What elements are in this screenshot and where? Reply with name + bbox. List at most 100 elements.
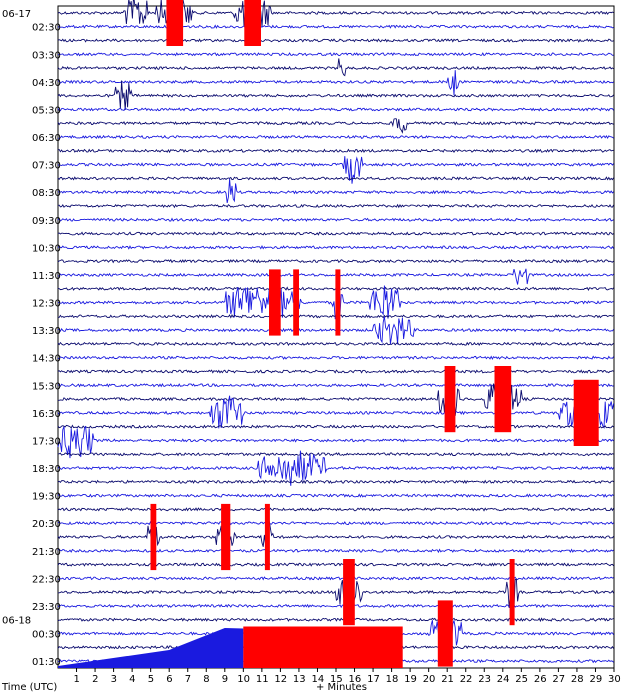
trace-11 [57,156,614,184]
x-axis-title: + Minutes [316,682,367,693]
x-tick-label-7: 7 [185,674,191,685]
large-event-onset [58,628,244,668]
trace-43 [57,603,614,609]
row-label-16: 18:30 [32,464,61,475]
row-label-18: 20:30 [32,519,61,530]
clip-mark-28-1 [494,366,512,433]
row-label-3: 05:30 [32,105,61,116]
x-tick-label-23: 23 [478,674,491,685]
clip-mark-42-0 [343,559,355,626]
clip-mark-21-2 [335,269,341,336]
x-tick-label-2: 2 [92,674,98,685]
clip-mark-38-2 [264,503,270,571]
row-label-15: 17:30 [32,436,61,447]
row-label-13: 15:30 [32,381,61,392]
large-event-group [58,626,403,668]
x-tick-label-25: 25 [515,674,528,685]
trace-35 [57,493,614,498]
row-label-21: 23:30 [32,602,61,613]
x-tick-group: 1 2 3 4 5 6 7 8 9 10 11 12 13 14 15 16 17 18 19 20 21 22 23 24 2… [74,668,621,685]
large-event-clip-block [243,626,403,668]
x-tick-label-29: 29 [590,674,603,685]
x-tick-label-1: 1 [74,674,80,685]
trace-30 [57,424,614,429]
row-label-11: 13:30 [32,326,61,337]
row-label-2: 04:30 [32,78,61,89]
row-label-22: 00:30 [32,630,61,641]
clip-mark-21-1 [293,269,299,336]
trace-16 [57,231,614,236]
x-tick-label-16: 16 [349,674,362,685]
trace-25 [57,355,614,361]
x-tick-label-9: 9 [222,674,228,685]
trace-32 [57,452,614,457]
x-tick-label-17: 17 [367,674,380,685]
plot-area [57,5,615,669]
x-tick-label-26: 26 [534,674,547,685]
date-label-0: 06-17 [2,9,31,20]
trace-29 [57,392,615,430]
trace-41 [57,576,614,581]
trace-26 [57,369,614,374]
trace-5 [57,70,614,96]
trace-31 [57,425,614,459]
clip-mark-28-0 [444,366,456,433]
row-label-group: 02:30 03:30 04:30 05:30 06:30 07:30 08:30 09:30… [2,9,61,668]
clip-mark-38-1 [221,503,231,571]
trace-17 [57,245,614,250]
x-tick-label-12: 12 [274,674,287,685]
row-label-5: 07:30 [32,161,61,172]
trace-18 [57,258,614,264]
clip-group [150,0,599,667]
x-tick-label-8: 8 [203,674,209,685]
trace-44 [57,617,614,623]
trace-12 [57,176,614,181]
row-label-14: 16:30 [32,409,61,420]
trace-15 [57,217,614,222]
clip-mark-29-0 [573,379,599,446]
trace-4 [57,58,614,77]
row-label-20: 22:30 [32,574,61,585]
trace-9 [57,134,614,140]
row-label-6: 08:30 [32,188,61,199]
x-tick-label-27: 27 [552,674,565,685]
row-label-8: 10:30 [32,243,61,254]
x-tick-label-14: 14 [312,674,325,685]
trace-34 [57,479,614,485]
clip-mark-45-0 [437,600,453,667]
row-label-1: 03:30 [32,50,61,61]
x-tick-label-18: 18 [386,674,399,685]
row-label-19: 21:30 [32,547,61,558]
clip-mark-21-0 [269,269,281,336]
x-tick-label-6: 6 [166,674,172,685]
row-label-7: 09:30 [32,216,61,227]
trace-2 [57,38,614,43]
row-label-9: 11:30 [32,271,61,282]
trace-0 [57,0,614,33]
trace-42 [57,578,614,611]
x-tick-label-30: 30 [608,674,621,685]
clip-mark-0-1 [244,0,261,46]
trace-28 [58,377,614,417]
row-label-10: 12:30 [32,299,61,310]
trace-6 [57,80,614,111]
trace-group [57,0,615,664]
x-tick-label-10: 10 [237,674,250,685]
y-axis-title: Time (UTC) [1,682,57,693]
x-tick-label-20: 20 [423,674,436,685]
x-tick-label-19: 19 [404,674,417,685]
trace-8 [57,118,614,134]
trace-3 [58,52,614,57]
x-tick-label-3: 3 [111,674,117,685]
x-tick-label-4: 4 [129,674,135,685]
row-label-4: 06:30 [32,133,61,144]
x-tick-label-5: 5 [148,674,154,685]
trace-33 [57,450,614,486]
row-label-0: 02:30 [32,23,61,34]
trace-10 [57,148,614,154]
x-tick-label-22: 22 [460,674,473,685]
x-tick-label-28: 28 [571,674,584,685]
trace-13 [57,178,614,203]
clip-mark-42-1 [509,559,515,626]
